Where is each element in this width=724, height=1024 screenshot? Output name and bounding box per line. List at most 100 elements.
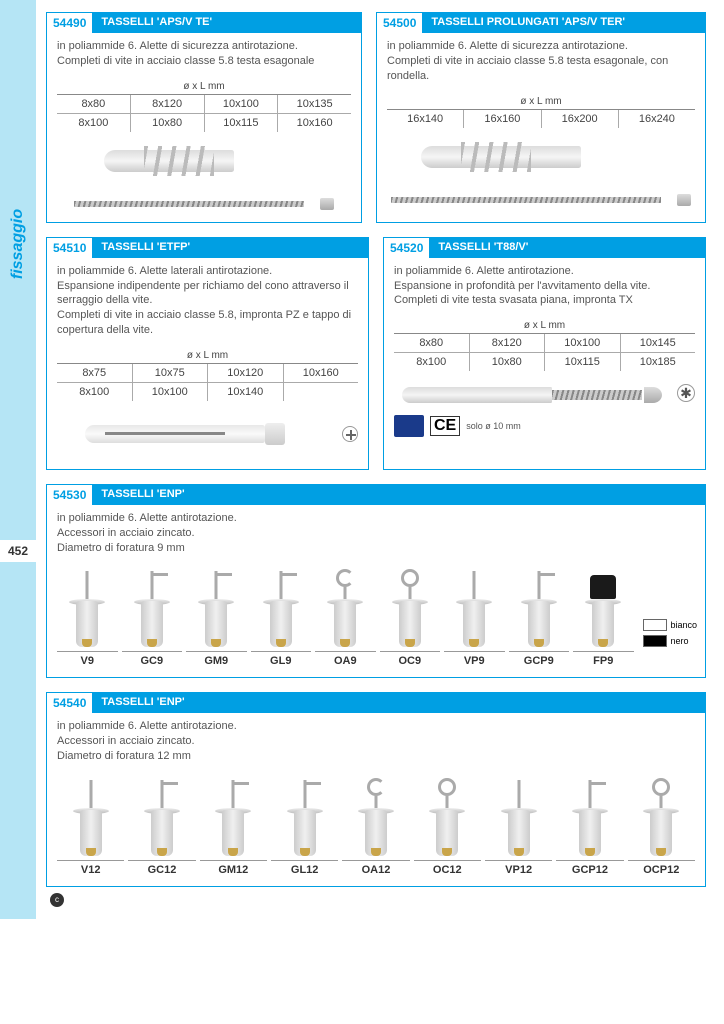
variant-label: OA9: [315, 651, 376, 667]
product-variant: GL12: [271, 778, 338, 876]
product-variant: GL9: [251, 569, 312, 667]
variant-image: [518, 569, 560, 647]
variant-image: [324, 569, 366, 647]
variant-label: GCP9: [509, 651, 570, 667]
product-description: in poliammide 6. Alette di sicurezza ant…: [377, 33, 705, 90]
product-title: TASSELLI 'APS/V TE': [93, 13, 361, 33]
product-variant: GCP12: [556, 778, 623, 876]
product-variant: FP9: [573, 569, 634, 667]
product-code: 54490: [47, 13, 93, 33]
product-variant: GC9: [122, 569, 183, 667]
table-row: 8x7510x7510x12010x160: [57, 364, 358, 383]
variant-image: [284, 778, 326, 856]
torx-icon: ✱: [677, 384, 695, 402]
product-box-54530: 54530TASSELLI 'ENP' in poliammide 6. Ale…: [46, 484, 706, 679]
variant-label: VP9: [444, 651, 505, 667]
product-variant: V9: [57, 569, 118, 667]
variant-label: GL12: [271, 860, 338, 876]
variant-image: [453, 569, 495, 647]
product-variant: V12: [57, 778, 124, 876]
table-row: 8x808x12010x10010x145: [394, 334, 695, 353]
variant-image: [131, 569, 173, 647]
variant-label: V12: [57, 860, 124, 876]
variant-image: [212, 778, 254, 856]
variant-label: FP9: [573, 651, 634, 667]
product-description: in poliammide 6. Alette laterali antirot…: [47, 258, 368, 344]
product-variant: VP9: [444, 569, 505, 667]
variant-label: OC9: [380, 651, 441, 667]
variant-label: GC12: [128, 860, 195, 876]
product-variant: GM9: [186, 569, 247, 667]
variant-image: [389, 569, 431, 647]
product-code: 54500: [377, 13, 423, 33]
variant-image: [426, 778, 468, 856]
variant-label: GM12: [200, 860, 267, 876]
product-code: 54530: [47, 485, 93, 505]
product-box-54540: 54540TASSELLI 'ENP' in poliammide 6. Ale…: [46, 692, 706, 887]
product-variant: GCP9: [509, 569, 570, 667]
product-variant: OA9: [315, 569, 376, 667]
category-sidebar: fissaggio 452: [0, 0, 36, 919]
product-variant: GM12: [200, 778, 267, 876]
product-variants: V9GC9GM9GL9OA9OC9VP9GCP9FP9: [47, 561, 643, 671]
product-code: 54520: [384, 238, 430, 258]
variant-label: OCP12: [628, 860, 695, 876]
table-header: ø x L mm: [387, 94, 695, 110]
product-description: in poliammide 6. Alette di sicurezza ant…: [47, 33, 361, 75]
table-header: ø x L mm: [57, 79, 351, 95]
variant-label: OA12: [342, 860, 409, 876]
table-row: 8x10010x10010x140: [57, 383, 358, 401]
product-image: [47, 136, 361, 216]
table-row: 8x808x12010x10010x135: [57, 95, 351, 114]
product-title: TASSELLI 'ENP': [93, 485, 705, 505]
variant-label: GM9: [186, 651, 247, 667]
ce-mark-icon: CE: [430, 416, 460, 436]
color-swatches: bianco nero: [643, 619, 705, 671]
variant-label: VP12: [485, 860, 552, 876]
variant-image: [141, 778, 183, 856]
product-description: in poliammide 6. Alette antirotazione. A…: [47, 505, 705, 562]
footer-logo-icon: c: [50, 893, 64, 907]
variant-image: [66, 569, 108, 647]
variant-image: [355, 778, 397, 856]
table-row: 16x14016x16016x20016x240: [387, 110, 695, 128]
product-variant: OC12: [414, 778, 481, 876]
variant-label: GL9: [251, 651, 312, 667]
table-header: ø x L mm: [394, 318, 695, 334]
product-image: [85, 419, 305, 449]
product-variant: OA12: [342, 778, 409, 876]
product-code: 54540: [47, 693, 93, 713]
swatch-nero: [643, 635, 667, 647]
product-box-54500: 54500TASSELLI PROLUNGATI 'APS/V TER' in …: [376, 12, 706, 223]
variant-image: [498, 778, 540, 856]
swatch-bianco: [643, 619, 667, 631]
product-variant: GC12: [128, 778, 195, 876]
variant-image: [569, 778, 611, 856]
product-variants: V12GC12 GM12GL12OA12 OC12VP12GCP12 OCP12: [47, 770, 705, 880]
page-content: 54490TASSELLI 'APS/V TE' in poliammide 6…: [36, 0, 724, 919]
page-number: 452: [0, 540, 36, 562]
product-variant: OCP12: [628, 778, 695, 876]
ce-note: solo ø 10 mm: [466, 421, 521, 431]
product-box-54510: 54510TASSELLI 'ETFP' in poliammide 6. Al…: [46, 237, 369, 470]
variant-image: [195, 569, 237, 647]
variant-label: GC9: [122, 651, 183, 667]
product-title: TASSELLI 'ETFP': [93, 238, 368, 258]
product-box-54490: 54490TASSELLI 'APS/V TE' in poliammide 6…: [46, 12, 362, 223]
product-variant: OC9: [380, 569, 441, 667]
variant-label: OC12: [414, 860, 481, 876]
variant-image: [582, 569, 624, 647]
variant-label: V9: [57, 651, 118, 667]
variant-image: [70, 778, 112, 856]
phillips-icon: [342, 426, 358, 442]
product-title: TASSELLI 'T88/V': [430, 238, 705, 258]
product-title: TASSELLI 'ENP': [93, 693, 705, 713]
category-label: fissaggio: [9, 209, 27, 279]
product-description: in poliammide 6. Alette antirotazione. A…: [47, 713, 705, 770]
table-row: 8x10010x8010x11510x185: [394, 353, 695, 371]
product-title: TASSELLI PROLUNGATI 'APS/V TER': [423, 13, 705, 33]
variant-label: GCP12: [556, 860, 623, 876]
variant-image: [640, 778, 682, 856]
variant-image: [260, 569, 302, 647]
table-row: 8x10010x8010x11510x160: [57, 114, 351, 132]
